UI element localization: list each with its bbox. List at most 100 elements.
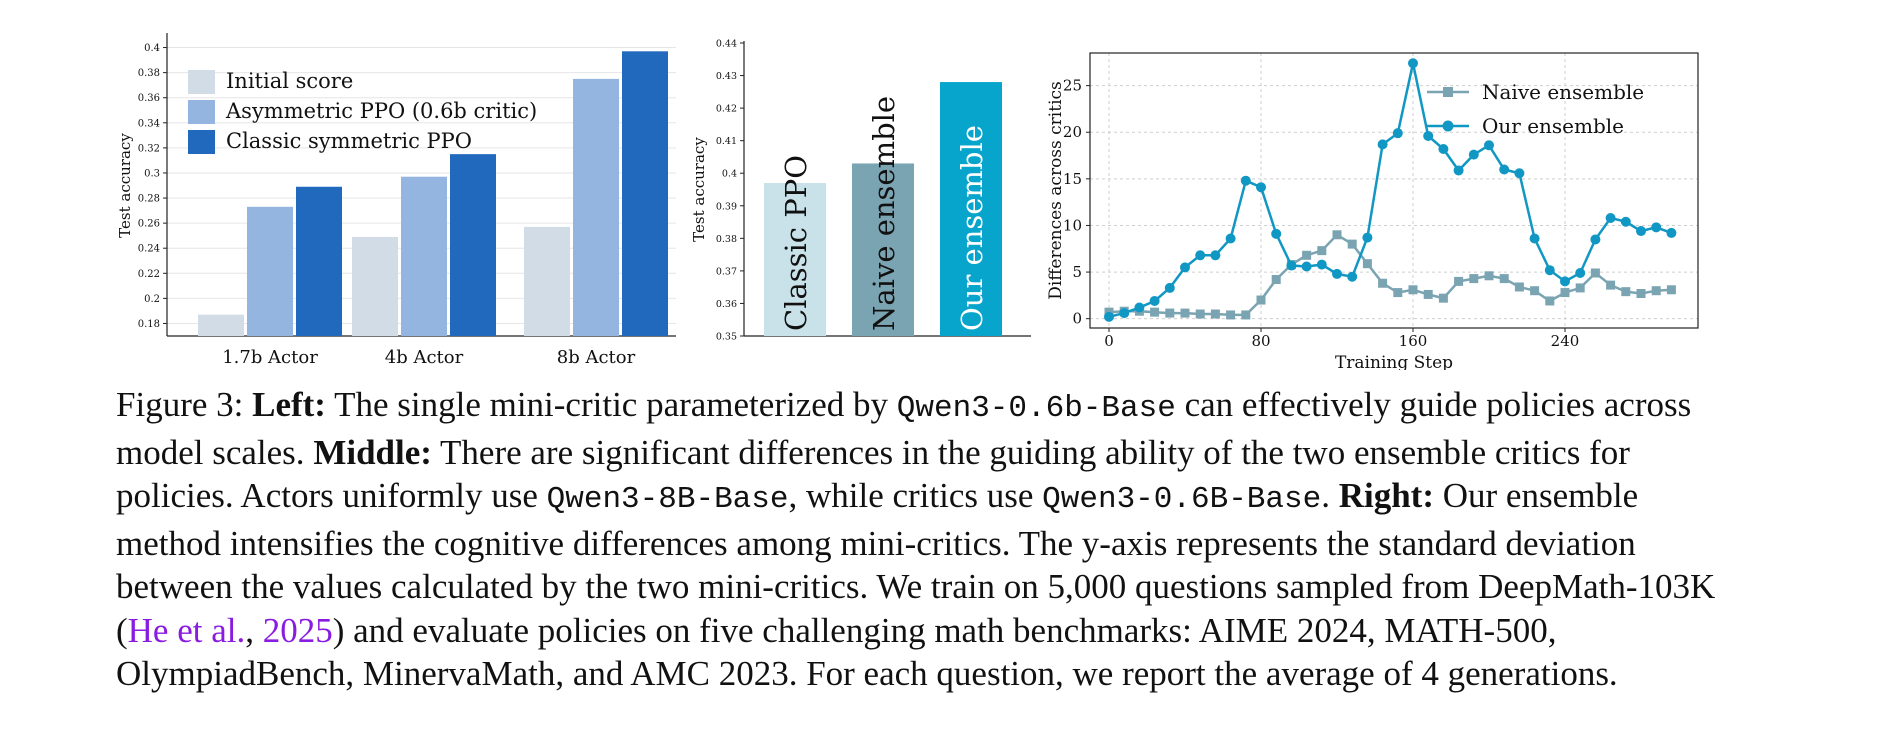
data-point (1438, 144, 1449, 155)
data-point (1651, 286, 1661, 296)
y-tick-label: 0.26 (138, 219, 160, 230)
y-axis-label: Test accuracy (116, 133, 134, 238)
y-tick-label: 0.44 (716, 39, 737, 50)
legend-swatch (188, 100, 215, 124)
data-point (1165, 308, 1175, 318)
figure-caption: Figure 3: Left: The single mini-critic p… (116, 383, 1716, 696)
data-point (1332, 230, 1342, 240)
data-point (1499, 274, 1509, 284)
data-point (1666, 285, 1676, 295)
bar (524, 226, 570, 336)
bar (764, 182, 826, 336)
bar-category-label: Naive ensemble (867, 96, 901, 331)
bar (940, 82, 1002, 336)
data-point (1195, 309, 1205, 319)
citation-year-link[interactable]: 2025 (262, 610, 333, 650)
citation-author-link[interactable]: He et al. (127, 610, 246, 650)
caption-middle-label: Middle: (313, 432, 432, 472)
data-point (1484, 271, 1494, 281)
y-tick-label: 0 (1072, 310, 1082, 328)
data-point (1377, 139, 1388, 150)
data-point (1499, 164, 1510, 175)
data-point (1590, 234, 1601, 245)
data-point (1423, 130, 1434, 141)
data-point (1575, 283, 1585, 293)
legend-label: Classic symmetric PPO (226, 129, 472, 153)
y-axis-label: Differences across critics (1046, 81, 1066, 300)
x-tick-label: 1.7b Actor (222, 347, 318, 368)
y-tick-label: 0.35 (716, 332, 737, 343)
data-point (1180, 308, 1190, 318)
y-axis-label: Test accuracy (690, 137, 708, 242)
data-point (1134, 302, 1145, 313)
y-tick-label: 0.41 (716, 136, 737, 147)
data-point (1301, 261, 1312, 272)
caption-right-text: Our ensemble method intensifies the cogn… (116, 476, 1716, 650)
y-tick-label: 0.3 (144, 168, 160, 179)
y-tick-label: 0.18 (138, 319, 160, 330)
y-tick-label: 5 (1072, 263, 1082, 281)
x-tick-label: 80 (1251, 332, 1270, 350)
data-point (1514, 282, 1524, 292)
x-axis-label: Training Step (1335, 353, 1453, 370)
caption-left-label: Left: (252, 385, 326, 424)
citation-separator: , (245, 610, 263, 650)
data-point (1636, 289, 1646, 299)
data-point (1302, 250, 1312, 260)
data-point (1392, 128, 1403, 139)
data-point (1560, 276, 1570, 287)
x-tick-label: 4b Actor (385, 347, 464, 368)
right-line-chart: 0 80 160 240 0 5 10 15 20 25 Training Step Differen… (1046, 52, 1699, 370)
y-tick-label: 0.36 (716, 299, 737, 310)
data-point (1575, 268, 1586, 278)
data-point (1438, 293, 1448, 303)
bar (198, 314, 244, 336)
caption-middle-text-3: . (1321, 476, 1330, 515)
data-point (1256, 182, 1266, 193)
series-line (1108, 233, 1672, 317)
x-tick-label: 160 (1399, 332, 1428, 350)
data-point (1423, 289, 1433, 299)
data-point (1378, 278, 1388, 288)
plot-frame (1089, 52, 1699, 329)
data-point (1240, 175, 1251, 186)
data-point (1621, 287, 1631, 297)
caption-right-text-2: ) and evaluate policies on five challeng… (116, 610, 1618, 694)
data-point (1149, 295, 1160, 306)
data-point (1180, 262, 1190, 273)
y-tick-label: 0.34 (138, 118, 160, 129)
y-tick-label: 20 (1063, 123, 1082, 141)
bar (296, 186, 342, 336)
bar-category-label: Classic PPO (779, 155, 813, 331)
legend-label: Asymmetric PPO (0.6b critic) (225, 99, 537, 123)
y-tick-label: 0.38 (716, 234, 737, 245)
data-point (1484, 140, 1494, 151)
y-tick-label: 0.43 (716, 71, 737, 82)
data-point (1347, 271, 1358, 282)
data-point (1104, 311, 1114, 322)
data-point (1666, 227, 1677, 238)
data-point (1530, 286, 1540, 296)
y-tick-label: 0.32 (138, 143, 160, 154)
caption-right-label: Right: (1338, 476, 1434, 515)
data-point (1271, 228, 1282, 239)
figure-panels: 0.180.20.220.240.260.280.30.320.340.360.… (116, 33, 1699, 370)
data-point (1210, 250, 1221, 261)
data-point (1468, 149, 1479, 160)
x-tick-label: 0 (1104, 332, 1114, 350)
caption-code: Qwen3-0.6b-Base (896, 391, 1176, 426)
data-point (1544, 265, 1555, 276)
data-point (1620, 216, 1631, 227)
caption-code: Qwen3-0.6B-Base (1042, 482, 1322, 517)
y-tick-label: 0.22 (138, 269, 160, 280)
data-point (1210, 309, 1220, 319)
caption-middle-text: There are significant differences in the… (116, 432, 1630, 516)
data-point (1332, 268, 1342, 279)
legend-marker (1443, 87, 1453, 97)
data-point (1514, 168, 1525, 179)
legend-swatch (188, 130, 215, 154)
data-point (1164, 282, 1175, 293)
data-point (1453, 165, 1464, 176)
data-point (1606, 280, 1616, 290)
y-tick-label: 0.2 (144, 294, 160, 305)
